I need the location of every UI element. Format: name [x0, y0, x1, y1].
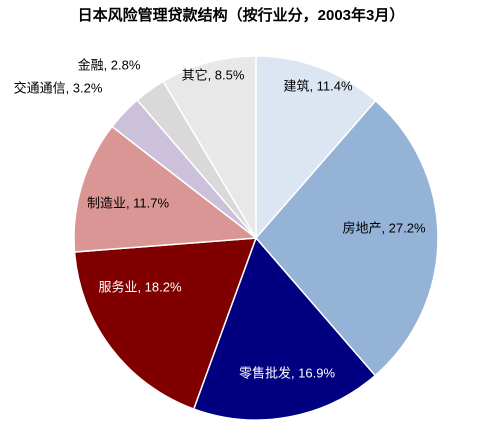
- slice-label: 零售批发, 16.9%: [239, 365, 336, 380]
- slice-label: 制造业, 11.7%: [87, 195, 170, 210]
- slice-label: 服务业, 18.2%: [98, 279, 182, 294]
- pie-slice: [73, 237, 258, 410]
- slice-label: 房地产, 27.2%: [342, 220, 426, 235]
- slice-label: 金融, 2.8%: [78, 57, 141, 72]
- pie-slice: [255, 55, 377, 241]
- pie-slice: [192, 236, 377, 421]
- pie-slice: [255, 99, 439, 377]
- slice-label: 其它, 8.5%: [182, 67, 245, 82]
- slice-label: 交通通信, 3.2%: [14, 80, 103, 95]
- slice-label: 建筑, 11.4%: [283, 78, 353, 93]
- pie-slice: [162, 55, 257, 241]
- pie-slice: [73, 125, 258, 253]
- chart-title: 日本风险管理贷款结构（按行业分，2003年3月）: [78, 6, 405, 24]
